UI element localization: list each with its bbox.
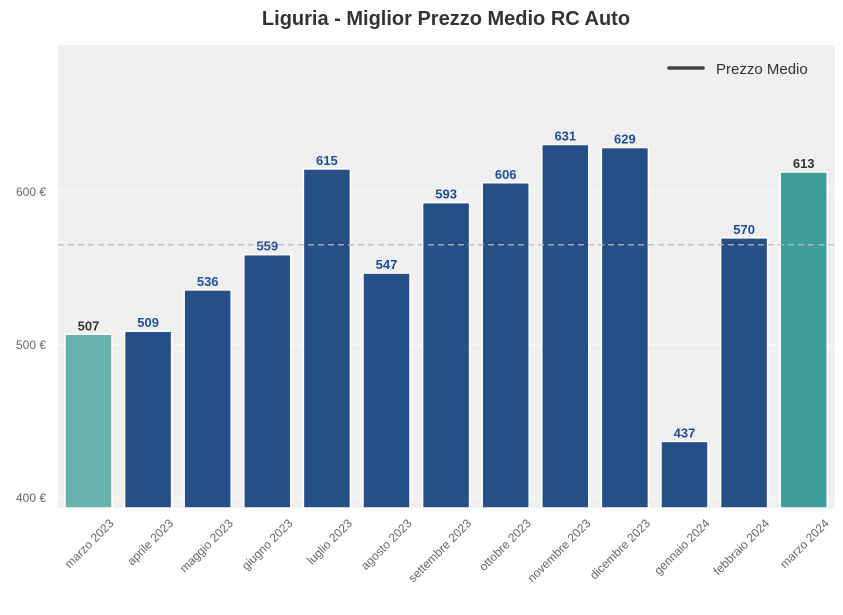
x-tick-label: settembre 2023	[405, 516, 474, 585]
x-tick-label: agosto 2023	[358, 516, 415, 573]
x-tick-label: luglio 2023	[304, 516, 355, 567]
data-label: 629	[614, 132, 636, 147]
data-label: 437	[674, 425, 696, 440]
legend-label: Prezzo Medio	[716, 61, 808, 78]
bar	[421, 201, 471, 509]
x-tick-label: aprile 2023	[124, 516, 176, 568]
data-label: 536	[197, 274, 219, 289]
x-tick-label: marzo 2023	[62, 516, 117, 571]
data-label: 570	[733, 222, 755, 237]
bar	[719, 237, 769, 509]
x-tick-label: gennaio 2024	[651, 516, 713, 578]
y-tick-label: 400 €	[16, 491, 46, 505]
bar	[243, 253, 292, 509]
data-label: 613	[793, 156, 815, 171]
data-label: 509	[137, 315, 159, 330]
bar	[123, 330, 173, 509]
data-label: 631	[554, 128, 576, 143]
data-label: 593	[435, 187, 457, 202]
data-label: 615	[316, 153, 338, 168]
legend: Prezzo Medio	[667, 61, 808, 78]
data-label: 547	[376, 257, 398, 272]
bar	[302, 168, 352, 509]
data-label: 606	[495, 167, 517, 182]
bar	[660, 440, 709, 509]
y-tick-label: 600 €	[16, 185, 46, 199]
bar	[362, 272, 411, 509]
bar	[183, 289, 232, 509]
data-label: 559	[256, 239, 278, 254]
data-label: 507	[78, 318, 100, 333]
x-tick-label: maggio 2023	[177, 516, 236, 575]
x-tick-label: marzo 2024	[777, 516, 832, 571]
bar	[481, 182, 530, 509]
chart-title: Liguria - Miglior Prezzo Medio RC Auto	[262, 8, 630, 30]
bar	[64, 333, 113, 509]
x-tick-label: febbraio 2024	[710, 516, 772, 578]
x-tick-label: novembre 2023	[525, 516, 594, 585]
x-tick-label: ottobre 2023	[476, 516, 534, 574]
x-tick-label: giugno 2023	[239, 516, 296, 573]
x-tick-label: dicembre 2023	[587, 516, 653, 582]
bar	[600, 146, 650, 509]
bar	[779, 171, 828, 509]
bar	[541, 143, 590, 509]
y-tick-label: 500 €	[16, 338, 46, 352]
